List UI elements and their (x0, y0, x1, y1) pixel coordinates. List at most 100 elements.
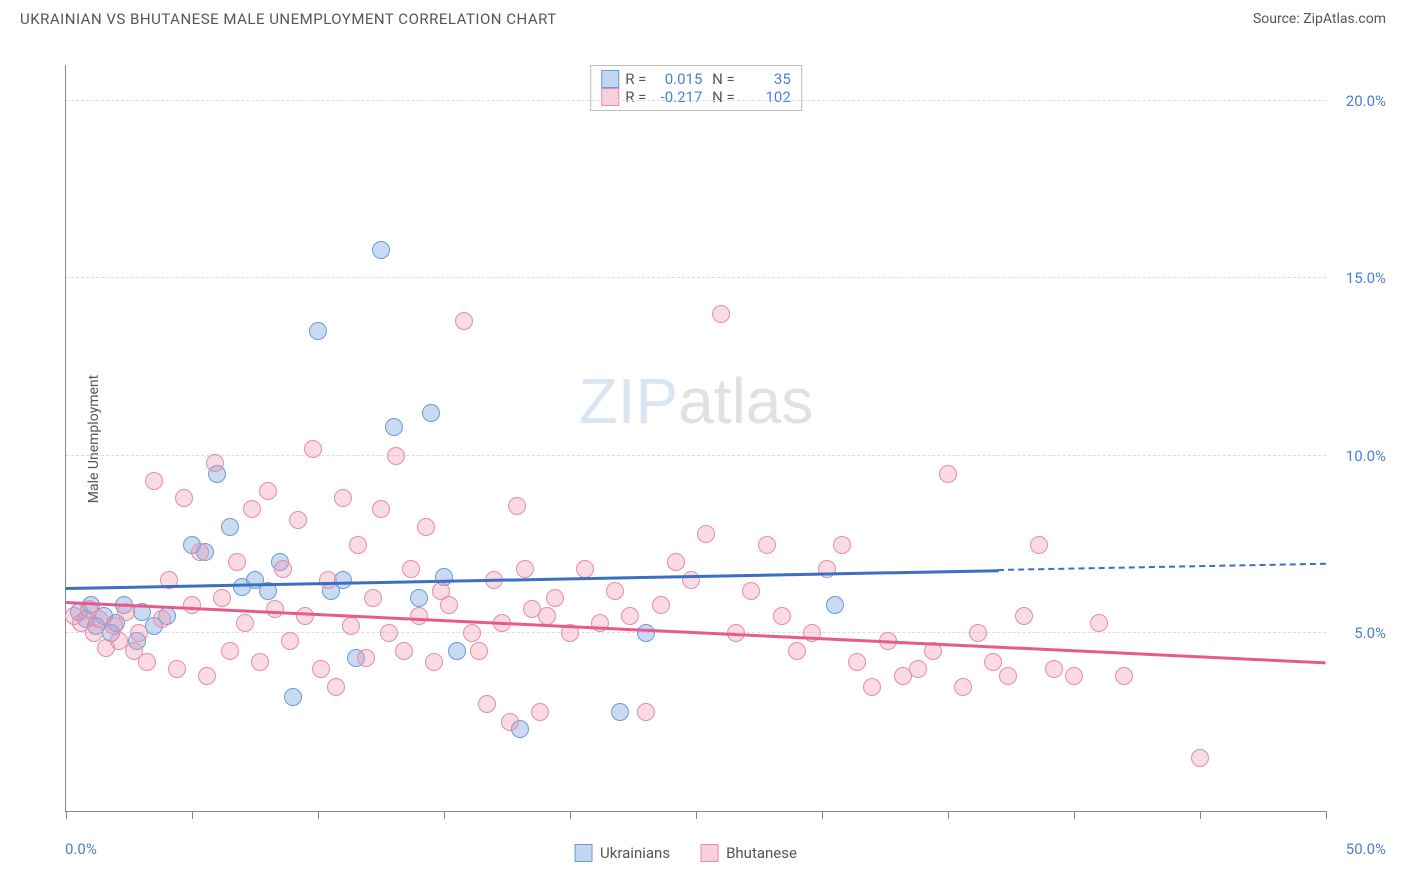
data-point (621, 607, 639, 625)
data-point (788, 642, 806, 660)
data-point (296, 607, 314, 625)
x-tick (444, 811, 445, 819)
data-point (364, 589, 382, 607)
data-point (312, 660, 330, 678)
data-point (1030, 536, 1048, 554)
r-label: R = (625, 70, 646, 88)
data-point (1065, 667, 1083, 685)
r-value-bhutanese: -0.217 (652, 88, 702, 106)
data-point (319, 571, 337, 589)
watermark: ZIPatlas (579, 364, 814, 438)
data-point (221, 642, 239, 660)
swatch-pink-icon (700, 844, 718, 862)
data-point (606, 582, 624, 600)
gridline (66, 277, 1326, 278)
swatch-pink-icon (601, 88, 619, 106)
data-point (309, 322, 327, 340)
watermark-thin: atlas (678, 365, 813, 437)
data-point (395, 642, 413, 660)
data-point (304, 440, 322, 458)
data-point (221, 518, 239, 536)
y-tick-label: 10.0% (1346, 447, 1386, 465)
data-point (213, 589, 231, 607)
y-tick-label: 15.0% (1346, 269, 1386, 287)
swatch-blue-icon (601, 70, 619, 88)
data-point (538, 607, 556, 625)
legend-label-bhutanese: Bhutanese (726, 844, 797, 862)
data-point (425, 653, 443, 671)
x-tick (1074, 811, 1075, 819)
n-value-bhutanese: 102 (741, 88, 791, 106)
data-point (501, 713, 519, 731)
plot-area: ZIPatlas R = 0.015 N = 35 R = -0.217 N =… (65, 65, 1326, 812)
data-point (168, 660, 186, 678)
data-point (243, 500, 261, 518)
data-point (470, 642, 488, 660)
data-point (259, 482, 277, 500)
data-point (402, 560, 420, 578)
data-point (637, 703, 655, 721)
data-point (422, 404, 440, 422)
data-point (863, 678, 881, 696)
legend-label-ukrainians: Ukrainians (600, 844, 670, 862)
data-point (357, 649, 375, 667)
data-point (251, 653, 269, 671)
data-point (130, 624, 148, 642)
y-tick-label: 5.0% (1354, 624, 1386, 642)
watermark-bold: ZIP (579, 365, 679, 437)
data-point (818, 560, 836, 578)
data-point (848, 653, 866, 671)
data-point (138, 653, 156, 671)
data-point (531, 703, 549, 721)
data-point (773, 607, 791, 625)
n-label: N = (708, 88, 734, 106)
chart-header: UKRAINIAN VS BHUTANESE MALE UNEMPLOYMENT… (0, 0, 1406, 33)
data-point (508, 497, 526, 515)
x-tick (1200, 811, 1201, 819)
data-point (576, 560, 594, 578)
data-point (833, 536, 851, 554)
x-tick (192, 811, 193, 819)
data-point (327, 678, 345, 696)
stats-row-bhutanese: R = -0.217 N = 102 (601, 88, 791, 106)
data-point (652, 596, 670, 614)
legend-item-ukrainians: Ukrainians (574, 844, 670, 862)
legend-item-bhutanese: Bhutanese (700, 844, 797, 862)
r-value-ukrainians: 0.015 (652, 70, 702, 88)
data-point (758, 536, 776, 554)
data-point (281, 632, 299, 650)
data-point (1015, 607, 1033, 625)
data-point (387, 447, 405, 465)
data-point (191, 543, 209, 561)
data-point (637, 624, 655, 642)
data-point (697, 525, 715, 543)
x-tick (66, 811, 67, 819)
x-tick (318, 811, 319, 819)
trendline (998, 563, 1326, 571)
x-tick (822, 811, 823, 819)
data-point (455, 312, 473, 330)
data-point (372, 241, 390, 259)
source-label: Source: ZipAtlas.com (1253, 11, 1386, 27)
data-point (145, 472, 163, 490)
data-point (1090, 614, 1108, 632)
data-point (228, 553, 246, 571)
data-point (342, 617, 360, 635)
data-point (712, 305, 730, 323)
stats-box: R = 0.015 N = 35 R = -0.217 N = 102 (590, 65, 802, 111)
data-point (380, 624, 398, 642)
r-label: R = (625, 88, 646, 106)
x-tick (948, 811, 949, 819)
data-point (417, 518, 435, 536)
x-tick (696, 811, 697, 819)
swatch-blue-icon (574, 844, 592, 862)
x-min-label: 0.0% (65, 840, 97, 858)
data-point (175, 489, 193, 507)
gridline (66, 100, 1326, 101)
data-point (463, 624, 481, 642)
data-point (289, 511, 307, 529)
n-value-ukrainians: 35 (741, 70, 791, 88)
data-point (478, 695, 496, 713)
data-point (1115, 667, 1133, 685)
data-point (611, 703, 629, 721)
